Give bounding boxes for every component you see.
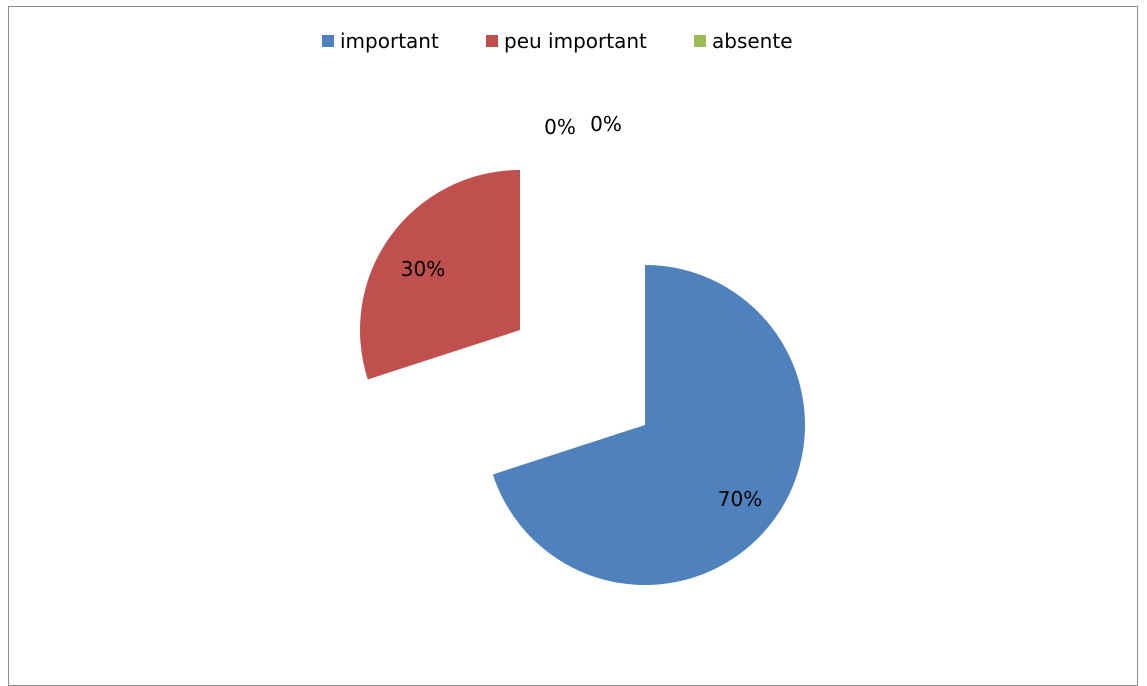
legend-label: absente xyxy=(712,29,793,53)
legend-label: peu important xyxy=(504,29,647,53)
data-label-1: 70% xyxy=(718,487,762,511)
legend-item-absente: absente xyxy=(694,29,793,53)
pie-data-labels: 70% 30% 0% 0% xyxy=(401,112,762,511)
legend-swatch xyxy=(486,35,498,47)
data-label-2: 30% xyxy=(401,257,445,281)
legend-swatch xyxy=(694,35,706,47)
data-label-3: 0% xyxy=(544,115,576,139)
legend-item-peu-important: peu important xyxy=(486,29,647,53)
data-label-4: 0% xyxy=(590,112,622,136)
legend-label: important xyxy=(340,29,439,53)
pie-slice-peu-important xyxy=(360,170,520,380)
legend-swatch xyxy=(322,35,334,47)
pie-slice-important xyxy=(492,265,805,586)
chart-area xyxy=(8,6,1138,686)
legend-item-important: important xyxy=(322,29,439,53)
pie-slices xyxy=(360,170,805,586)
legend: important peu important absente xyxy=(322,29,793,53)
